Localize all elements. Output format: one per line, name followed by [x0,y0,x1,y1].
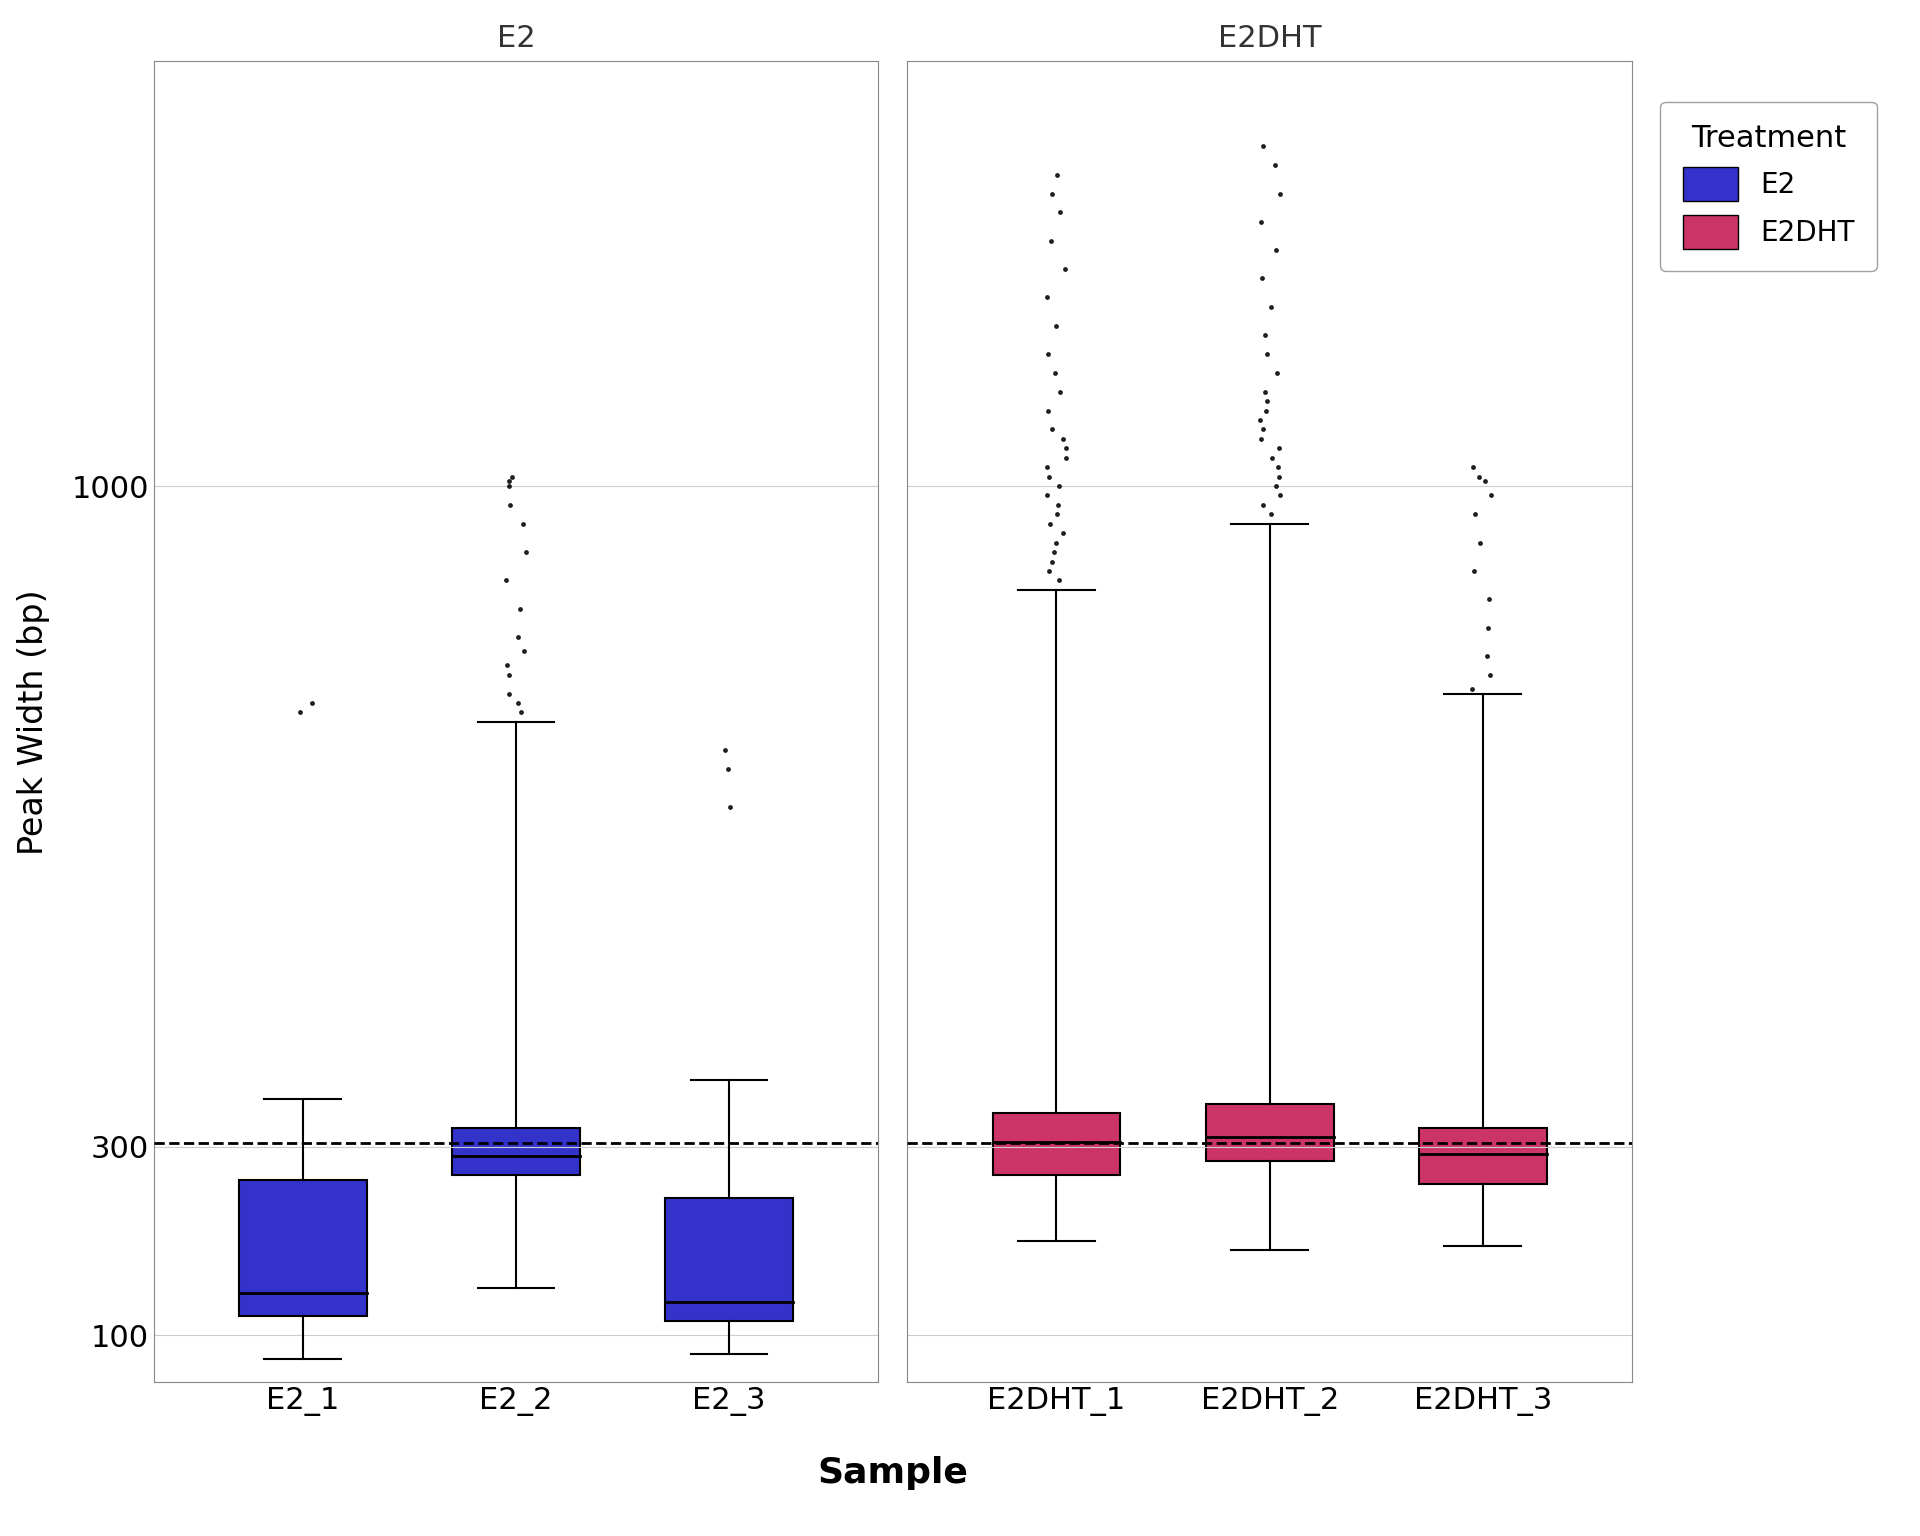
Point [1044,200,1075,224]
Text: Sample: Sample [818,1456,968,1490]
Point [1246,209,1277,233]
Point [1037,418,1068,442]
Point [1473,587,1503,611]
Point [1246,427,1277,452]
Point [1473,616,1503,641]
Point [1044,379,1075,404]
Point [1263,455,1294,479]
Point [1248,493,1279,518]
Point [1248,134,1279,158]
Point [1475,662,1505,687]
Point [1459,559,1490,584]
Point [1041,361,1071,386]
Point [1260,154,1290,178]
Point [1046,521,1077,545]
Point [1471,468,1501,493]
Point [1031,286,1062,310]
Point [298,691,328,716]
Point [497,464,528,488]
Bar [993,1114,1121,1175]
Point [1043,493,1073,518]
Point [509,639,540,664]
Point [493,473,524,498]
Point [1252,341,1283,366]
Point [1250,323,1281,347]
Point [507,511,538,536]
Point [511,539,541,564]
Bar [1419,1127,1548,1184]
Point [505,596,536,621]
Bar [238,1180,367,1316]
Point [1244,407,1275,432]
Point [1463,464,1494,488]
Point [1033,398,1064,422]
Point [1037,550,1068,574]
Point [503,691,534,716]
Point [1265,181,1296,206]
Point [1457,455,1488,479]
Point [1261,361,1292,386]
Point [493,662,524,687]
Point [1263,484,1294,508]
Point [1044,568,1075,593]
Point [495,493,526,518]
Point [1250,379,1281,404]
Point [505,700,536,725]
Point [1261,238,1292,263]
Bar [664,1198,793,1321]
Text: E2DHT: E2DHT [1217,25,1321,52]
Point [712,757,743,782]
Point [1248,418,1279,442]
Point [1260,473,1290,498]
Point [1475,484,1505,508]
Point [490,568,520,593]
Point [1256,502,1286,527]
Point [1031,484,1062,508]
Point [1039,539,1069,564]
Text: E2: E2 [497,25,536,52]
Point [1050,445,1081,470]
Point [1033,341,1064,366]
Point [1050,257,1081,281]
Point [1031,455,1062,479]
Point [1041,313,1071,338]
Point [1041,163,1071,187]
Point [1263,464,1294,488]
Bar [1206,1104,1334,1161]
Point [1457,677,1488,702]
Legend: E2, E2DHT: E2, E2DHT [1661,101,1878,270]
Point [1246,266,1277,290]
Point [714,794,745,819]
Point [1465,530,1496,554]
Point [1459,502,1490,527]
Point [1041,502,1071,527]
Point [1037,181,1068,206]
Y-axis label: Peak Width (bp): Peak Width (bp) [17,590,50,854]
Point [1041,530,1071,554]
Point [1256,295,1286,319]
Point [1473,644,1503,668]
Bar [451,1127,580,1175]
Point [503,625,534,650]
Point [1043,473,1073,498]
Point [1050,436,1081,461]
Point [1035,464,1066,488]
Point [492,653,522,677]
Point [1250,398,1281,422]
Point [1033,559,1064,584]
Point [284,700,315,725]
Point [493,468,524,493]
Point [493,682,524,707]
Point [1048,427,1079,452]
Point [1252,389,1283,413]
Point [1256,445,1286,470]
Point [708,737,739,762]
Point [1037,229,1068,253]
Point [1263,436,1294,461]
Point [1035,511,1066,536]
